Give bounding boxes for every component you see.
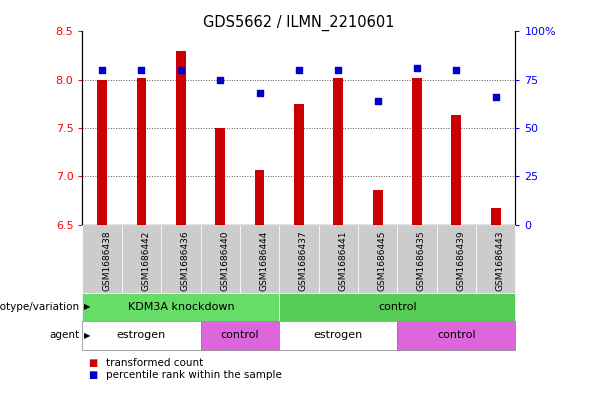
Bar xyxy=(254,171,264,224)
Bar xyxy=(137,78,147,224)
Point xyxy=(137,67,146,73)
Point xyxy=(176,67,186,73)
Point xyxy=(97,67,107,73)
Point xyxy=(491,94,501,100)
Bar xyxy=(412,78,422,224)
Text: control: control xyxy=(437,331,476,340)
Bar xyxy=(294,104,304,224)
Point xyxy=(412,65,422,71)
Text: ■: ■ xyxy=(88,370,98,380)
Bar xyxy=(333,78,343,224)
Text: GSM1686445: GSM1686445 xyxy=(378,230,386,290)
Bar xyxy=(451,116,461,224)
Point xyxy=(255,90,264,96)
Text: GSM1686442: GSM1686442 xyxy=(141,230,151,290)
Bar xyxy=(216,128,225,224)
Text: GSM1686441: GSM1686441 xyxy=(338,230,348,290)
Point xyxy=(373,98,382,104)
Text: transformed count: transformed count xyxy=(106,358,203,368)
Bar xyxy=(97,80,107,224)
Title: GDS5662 / ILMN_2210601: GDS5662 / ILMN_2210601 xyxy=(203,15,395,31)
Text: estrogen: estrogen xyxy=(314,331,363,340)
Point xyxy=(452,67,461,73)
Text: GSM1686443: GSM1686443 xyxy=(496,230,505,290)
Text: genotype/variation: genotype/variation xyxy=(0,302,80,312)
Text: GSM1686436: GSM1686436 xyxy=(181,230,190,290)
Text: ▶: ▶ xyxy=(84,302,91,311)
Text: agent: agent xyxy=(49,331,80,340)
Text: GSM1686444: GSM1686444 xyxy=(260,230,269,290)
Bar xyxy=(373,190,382,224)
Text: GSM1686438: GSM1686438 xyxy=(102,230,111,290)
Text: estrogen: estrogen xyxy=(117,331,166,340)
Text: ■: ■ xyxy=(88,358,98,368)
Text: GSM1686439: GSM1686439 xyxy=(456,230,465,290)
Text: GSM1686440: GSM1686440 xyxy=(220,230,229,290)
Bar xyxy=(491,208,501,224)
Text: KDM3A knockdown: KDM3A knockdown xyxy=(128,302,234,312)
Point xyxy=(294,67,304,73)
Text: percentile rank within the sample: percentile rank within the sample xyxy=(106,370,282,380)
Text: GSM1686437: GSM1686437 xyxy=(299,230,308,290)
Bar xyxy=(176,51,186,224)
Point xyxy=(216,77,225,83)
Text: GSM1686435: GSM1686435 xyxy=(417,230,426,290)
Text: control: control xyxy=(220,331,259,340)
Text: control: control xyxy=(378,302,416,312)
Text: ▶: ▶ xyxy=(84,331,91,340)
Point xyxy=(333,67,343,73)
